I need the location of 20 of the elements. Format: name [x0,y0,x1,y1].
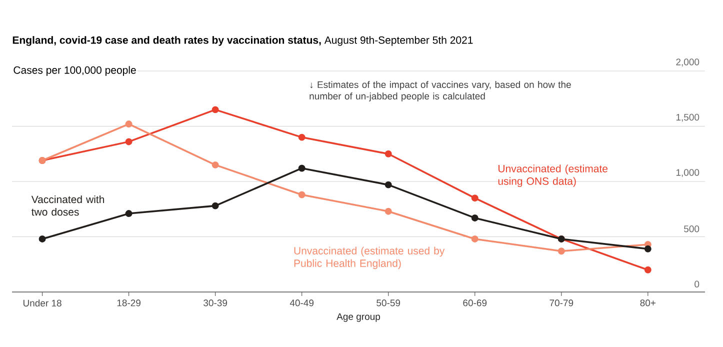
y-tick-label: 1,500 [676,114,700,122]
x-axis-title: Age group [336,313,380,322]
x-tick-label: 80+ [640,300,656,306]
series-label: Unvaccinated (estimate using ONS data) [498,164,608,187]
chart-title: England, covid-19 case and death rates by vaccination status, August 9th-September 5th 2021 [12,36,473,46]
series-label: Vaccinated with two doses [31,195,104,216]
y-tick-label: 2,000 [676,58,700,66]
x-tick-label: 40-49 [290,300,314,306]
y-tick-label: 0 [694,280,700,288]
y-tick-label: 500 [684,225,700,232]
x-tick-label: Under 18 [23,300,62,306]
y-tick-label: 1,000 [676,169,700,177]
x-tick-label: 30-39 [204,300,228,306]
y-axis-title: Cases per 100,000 people [14,66,136,76]
x-tick-label: 18-29 [117,300,140,306]
x-tick-label: 50-59 [376,300,400,306]
x-tick-label: 70-79 [550,300,574,306]
x-tick-label: 60-69 [463,300,487,306]
annotation: ↓ Estimates of the impact of vaccines vary, based on how the number of un-jabbed people is calculated [310,81,571,102]
series-label: Unvaccinated (estimate used by Public Health England) [294,246,445,270]
